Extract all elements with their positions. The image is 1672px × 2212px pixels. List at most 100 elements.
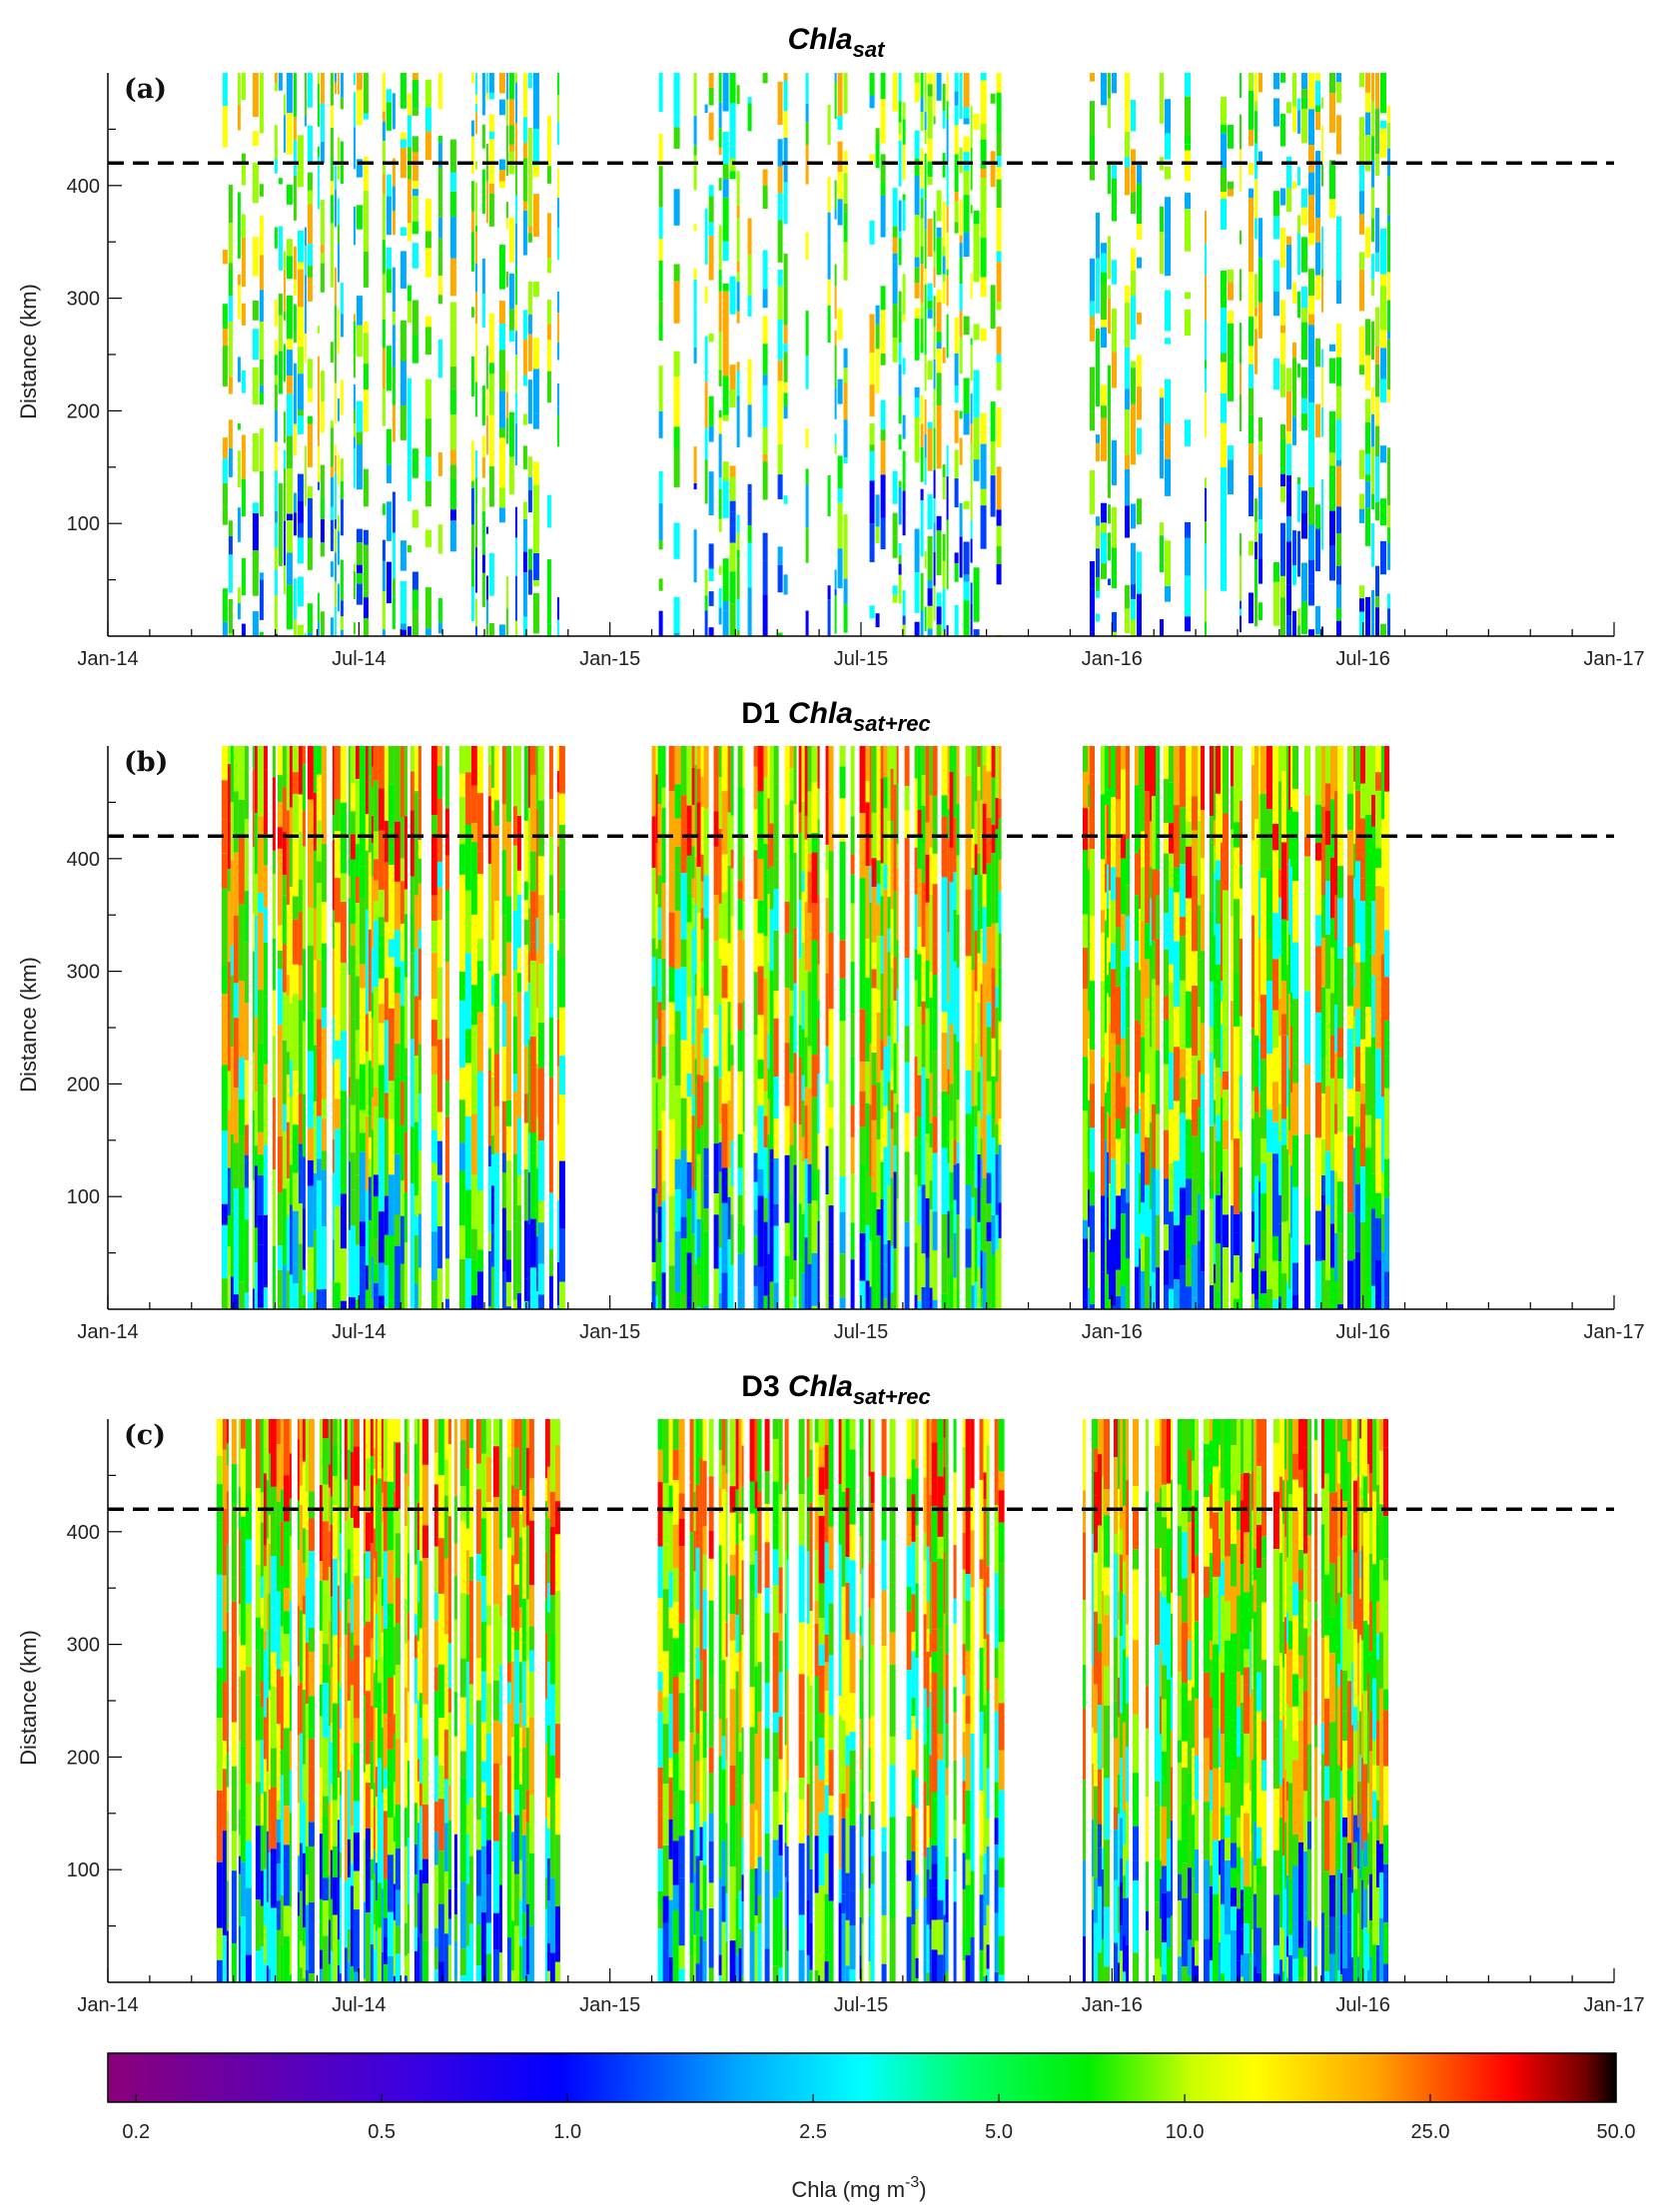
heat-cell bbox=[395, 1533, 401, 1578]
heat-cell bbox=[222, 346, 228, 386]
heat-cell bbox=[307, 359, 313, 388]
heat-cell bbox=[260, 1826, 264, 1871]
heat-cell bbox=[753, 1285, 758, 1309]
heat-cell bbox=[286, 339, 293, 351]
heat-cell bbox=[1360, 1084, 1365, 1105]
heat-cell bbox=[805, 468, 809, 485]
heat-cell bbox=[1083, 948, 1088, 990]
heat-cell bbox=[348, 898, 351, 976]
heat-cell bbox=[1249, 198, 1254, 239]
heat-cell bbox=[1280, 228, 1285, 268]
heat-cell bbox=[696, 1257, 701, 1276]
heat-cell bbox=[505, 1012, 511, 1062]
heat-cell bbox=[757, 1266, 764, 1309]
heat-cell bbox=[1192, 1056, 1198, 1100]
heat-cell bbox=[998, 1237, 1002, 1309]
heat-cell bbox=[980, 1288, 983, 1307]
heat-cell bbox=[921, 1001, 926, 1025]
heat-cell bbox=[921, 1067, 926, 1137]
heat-cell bbox=[963, 118, 970, 125]
heat-cell bbox=[837, 218, 843, 226]
heat-cell bbox=[708, 395, 714, 426]
heat-cell bbox=[1109, 1062, 1111, 1116]
heat-cell bbox=[1198, 862, 1201, 906]
heat-cell bbox=[736, 282, 740, 312]
heat-cell bbox=[703, 808, 709, 876]
heat-cell bbox=[316, 746, 322, 775]
heat-cell bbox=[777, 220, 783, 263]
heat-cell bbox=[1315, 1082, 1321, 1104]
heat-cell bbox=[1371, 73, 1374, 102]
heat-cell bbox=[302, 1978, 306, 1982]
heat-cell bbox=[1288, 994, 1290, 1070]
heat-cell bbox=[393, 1782, 396, 1818]
heat-cell bbox=[703, 1230, 709, 1306]
heat-cell bbox=[340, 616, 344, 630]
heat-cell bbox=[263, 1759, 267, 1793]
heat-cell bbox=[283, 449, 286, 469]
heat-cell bbox=[880, 863, 884, 897]
heat-cell bbox=[1380, 498, 1386, 526]
heat-cell bbox=[1141, 921, 1145, 988]
heat-cell bbox=[1131, 421, 1136, 465]
heat-cell bbox=[359, 822, 366, 867]
heat-cell bbox=[1165, 197, 1171, 237]
heat-cell bbox=[1186, 846, 1192, 899]
heat-cell bbox=[260, 1681, 264, 1708]
heat-cell bbox=[302, 846, 306, 897]
heat-cell bbox=[548, 1077, 553, 1134]
heat-cell bbox=[558, 1056, 565, 1096]
heat-cell bbox=[404, 746, 408, 817]
heat-cell bbox=[996, 363, 1002, 390]
heat-cell bbox=[1126, 838, 1130, 886]
heat-cell bbox=[1330, 918, 1334, 948]
heat-cell bbox=[260, 1628, 264, 1652]
heat-cell bbox=[793, 1053, 797, 1085]
heat-cell bbox=[932, 1250, 938, 1300]
heat-cell bbox=[404, 1075, 408, 1132]
heat-cell bbox=[414, 1234, 418, 1284]
heat-cell bbox=[1221, 819, 1223, 843]
heat-cell bbox=[340, 559, 344, 601]
heat-cell bbox=[730, 1045, 734, 1066]
heat-cell bbox=[490, 810, 494, 888]
heat-cell bbox=[418, 746, 421, 799]
heat-cell bbox=[807, 1046, 812, 1089]
heat-cell bbox=[896, 868, 899, 941]
heat-cell bbox=[418, 1000, 421, 1045]
heat-cell bbox=[875, 305, 880, 325]
heat-cell bbox=[722, 601, 729, 611]
heat-cell bbox=[1359, 598, 1364, 612]
heat-cell bbox=[924, 199, 927, 230]
heat-cell bbox=[696, 1009, 701, 1075]
heat-cell bbox=[1278, 746, 1281, 782]
heat-cell bbox=[292, 896, 299, 920]
heat-cell bbox=[392, 404, 396, 442]
heat-cell bbox=[674, 969, 681, 1012]
heat-cell bbox=[729, 476, 736, 501]
heat-cell bbox=[535, 1236, 538, 1292]
heat-cell bbox=[1260, 944, 1266, 996]
heat-cell bbox=[283, 411, 286, 443]
heat-cell bbox=[925, 1257, 930, 1309]
heat-cell bbox=[762, 461, 768, 500]
heat-cell bbox=[382, 303, 386, 320]
heat-cell bbox=[512, 1092, 517, 1154]
heat-cell bbox=[880, 310, 886, 354]
heat-cell bbox=[254, 1227, 258, 1263]
heat-cell bbox=[1231, 870, 1234, 917]
heat-cell bbox=[1121, 769, 1126, 835]
heat-cell bbox=[1234, 1232, 1240, 1255]
heat-cell bbox=[1131, 192, 1136, 215]
heat-cell bbox=[936, 624, 942, 636]
heat-cell bbox=[476, 1249, 483, 1272]
heat-cell bbox=[892, 535, 898, 558]
heat-cell bbox=[240, 1977, 246, 1982]
heat-cell bbox=[289, 807, 293, 838]
heat-cell bbox=[1308, 379, 1314, 403]
heat-cell bbox=[1152, 1168, 1156, 1237]
heat-cell bbox=[365, 1289, 369, 1309]
heat-cell bbox=[953, 1076, 957, 1140]
heat-cell bbox=[921, 1136, 926, 1185]
heat-cell bbox=[410, 810, 415, 877]
